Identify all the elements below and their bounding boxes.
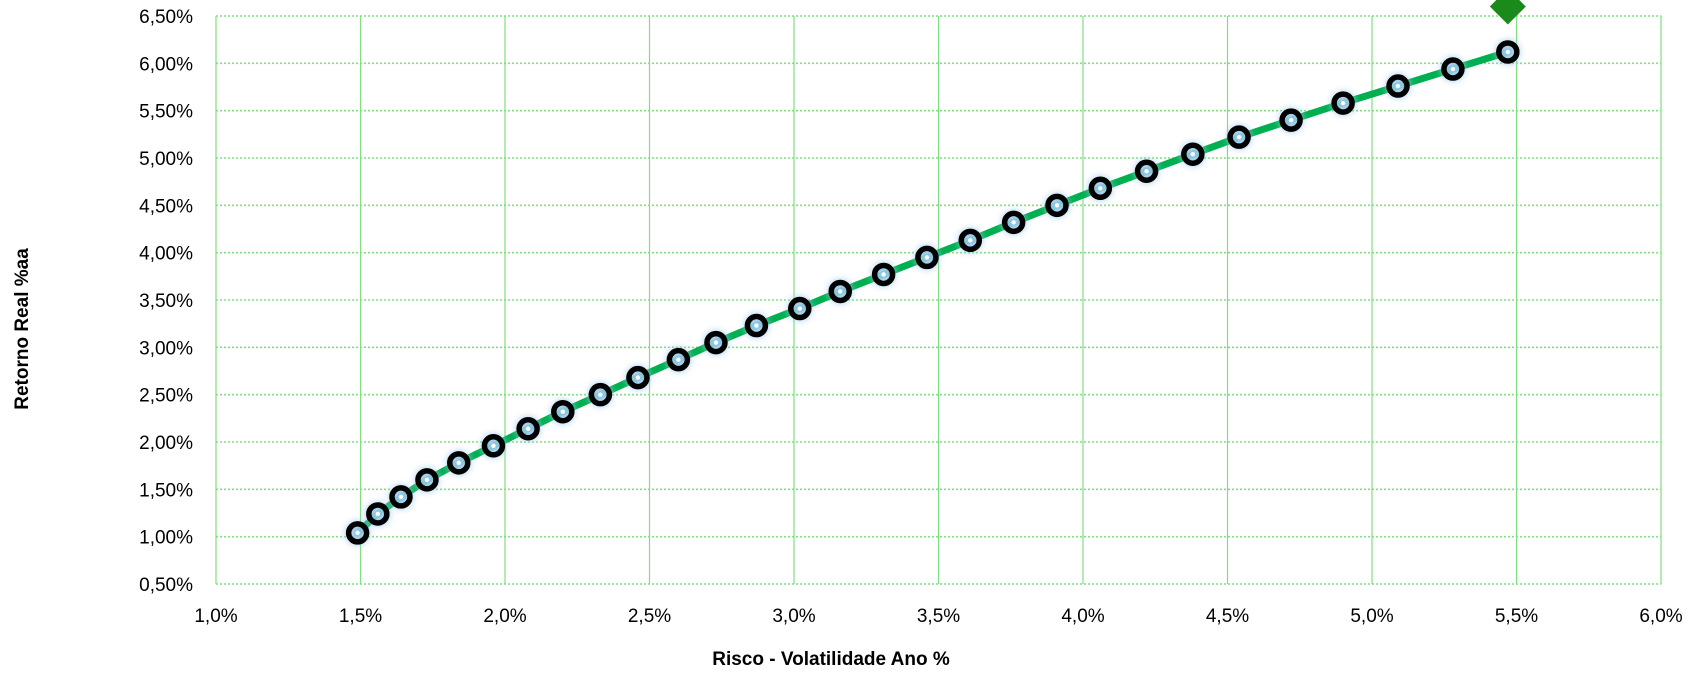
data-point [1331, 91, 1356, 116]
data-point [625, 365, 650, 390]
data-point [1495, 39, 1520, 64]
y-tick-label: 6,50% [139, 7, 193, 28]
x-tick-label: 5,5% [1495, 606, 1538, 627]
x-tick-label: 6,0% [1639, 606, 1682, 627]
data-point [516, 416, 541, 441]
y-tick-label: 4,00% [139, 244, 193, 265]
x-tick-label: 3,0% [772, 606, 815, 627]
data-point [388, 484, 413, 509]
x-axis-title: Risco - Volatilidade Ano % [712, 649, 950, 670]
diamond-marker [1489, 0, 1526, 25]
data-point [787, 296, 812, 321]
data-point [345, 520, 370, 545]
data-point [588, 382, 613, 407]
data-point [1440, 57, 1465, 82]
data-point [958, 228, 983, 253]
data-point [1227, 125, 1252, 150]
x-tick-label: 4,0% [1061, 606, 1104, 627]
data-point [703, 330, 728, 355]
data-point [828, 279, 853, 304]
x-tick-label: 1,5% [339, 606, 382, 627]
data-point [1279, 108, 1304, 133]
annotations [1489, 0, 1526, 25]
y-tick-label: 5,00% [139, 149, 193, 170]
data-point [1001, 210, 1026, 235]
y-tick-label: 5,50% [139, 102, 193, 123]
data-point [914, 245, 939, 270]
data-point [414, 467, 439, 492]
series [345, 39, 1520, 545]
data-point [1134, 159, 1159, 184]
data-point [1044, 193, 1069, 218]
x-tick-label: 1,0% [194, 606, 237, 627]
data-point [1180, 142, 1205, 167]
data-point [550, 399, 575, 424]
y-tick-label: 1,00% [139, 528, 193, 549]
data-point [1386, 74, 1411, 99]
data-point [365, 501, 390, 526]
y-axis-title: Retorno Real %aa [12, 248, 33, 410]
y-tick-label: 2,00% [139, 433, 193, 454]
series-line [354, 48, 1512, 537]
y-tick-label: 4,50% [139, 196, 193, 217]
tick-labels: 1,0% 1,5% 2,0% 2,5% 3,0% 3,5% 4,0% 4,5% 5,0% 5,5%… [139, 7, 1683, 627]
x-tick-label: 4,5% [1206, 606, 1249, 627]
data-point [871, 262, 896, 287]
x-tick-label: 5,0% [1350, 606, 1393, 627]
data-point [1088, 176, 1113, 201]
y-tick-label: 1,50% [139, 480, 193, 501]
grid [215, 15, 1662, 585]
x-tick-label: 3,5% [917, 606, 960, 627]
data-point [446, 450, 471, 475]
y-tick-label: 6,00% [139, 54, 193, 75]
data-point [666, 347, 691, 372]
y-tick-label: 3,00% [139, 338, 193, 359]
y-tick-label: 2,50% [139, 386, 193, 407]
x-tick-label: 2,5% [628, 606, 671, 627]
y-tick-label: 3,50% [139, 291, 193, 312]
data-point [744, 313, 769, 338]
y-tick-label: 0,50% [139, 575, 193, 596]
data-point [481, 433, 506, 458]
x-tick-label: 2,0% [483, 606, 526, 627]
